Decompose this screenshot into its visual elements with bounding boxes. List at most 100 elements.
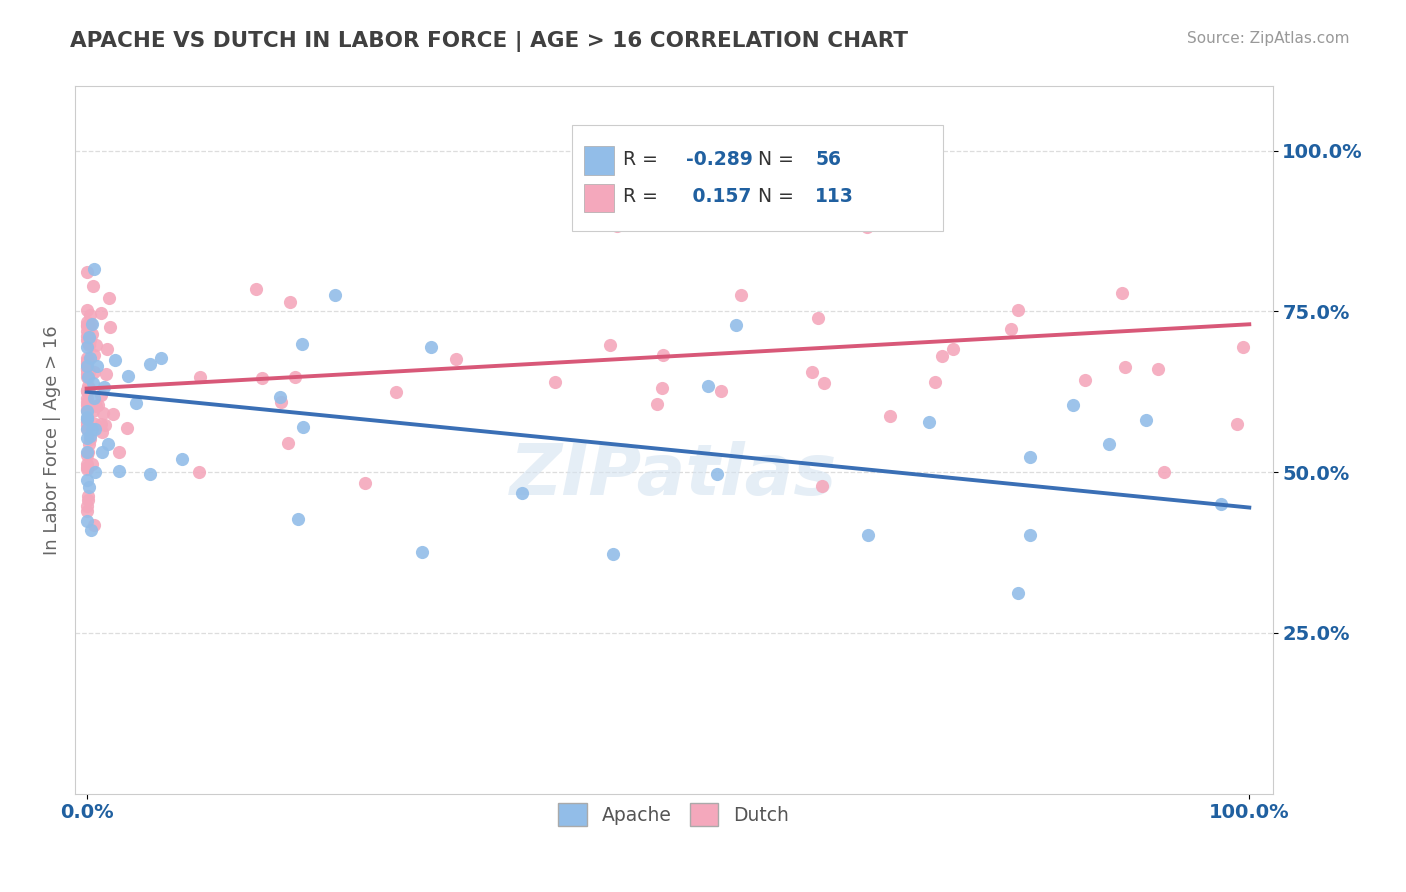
Point xyxy=(1007,303,1029,318)
Point xyxy=(76,448,98,462)
FancyBboxPatch shape xyxy=(583,184,614,212)
Point xyxy=(76,318,98,333)
Point xyxy=(606,219,628,233)
Point xyxy=(83,417,105,432)
Point xyxy=(284,369,307,384)
Point xyxy=(93,380,115,394)
Point xyxy=(76,329,98,343)
Point xyxy=(76,303,98,318)
Point xyxy=(77,437,100,451)
Point xyxy=(82,376,104,391)
Point xyxy=(79,523,101,537)
Point xyxy=(91,444,114,458)
Point xyxy=(278,295,301,310)
Text: N =: N = xyxy=(758,187,800,206)
Point xyxy=(188,465,211,479)
Point xyxy=(1007,586,1029,600)
Point xyxy=(856,528,879,542)
Point xyxy=(76,457,98,471)
Point xyxy=(117,368,139,383)
Point xyxy=(117,420,139,434)
Point xyxy=(76,333,98,347)
Point xyxy=(76,359,98,374)
Point xyxy=(77,336,100,351)
Point xyxy=(652,348,675,362)
Point xyxy=(1000,322,1022,336)
Point xyxy=(98,291,121,305)
Point xyxy=(855,220,877,235)
Point xyxy=(1114,360,1136,375)
Point xyxy=(651,381,673,395)
Point xyxy=(76,422,98,436)
Point xyxy=(108,464,131,478)
Legend: Apache, Dutch: Apache, Dutch xyxy=(551,796,797,834)
Point xyxy=(1226,417,1249,432)
Point xyxy=(79,428,101,442)
Point xyxy=(79,319,101,334)
Point xyxy=(76,402,98,417)
Point xyxy=(1073,373,1095,387)
Point xyxy=(76,403,98,417)
Text: 113: 113 xyxy=(815,187,853,206)
Text: N =: N = xyxy=(758,150,800,169)
Point xyxy=(90,417,112,432)
Point xyxy=(77,381,100,395)
Point xyxy=(76,315,98,329)
Point xyxy=(90,388,112,402)
Point xyxy=(76,412,98,426)
Point xyxy=(924,375,946,389)
Point xyxy=(76,460,98,475)
Point xyxy=(83,348,105,362)
Point xyxy=(76,265,98,279)
Point xyxy=(291,420,314,434)
Text: ZIPatlas: ZIPatlas xyxy=(510,441,838,510)
Point xyxy=(84,422,107,436)
Point xyxy=(942,342,965,356)
Y-axis label: In Labor Force | Age > 16: In Labor Force | Age > 16 xyxy=(44,326,60,555)
Point xyxy=(696,379,718,393)
Point xyxy=(725,318,748,332)
Point xyxy=(98,320,121,334)
Point xyxy=(83,262,105,277)
Text: R =: R = xyxy=(623,187,665,206)
Point xyxy=(411,545,433,559)
Point xyxy=(931,349,953,363)
Point xyxy=(76,363,98,377)
Point xyxy=(599,338,621,352)
Point xyxy=(79,333,101,347)
Point xyxy=(79,351,101,365)
Point xyxy=(79,308,101,322)
Point xyxy=(252,371,274,385)
Point xyxy=(83,517,105,532)
Point xyxy=(82,326,104,341)
Point xyxy=(82,279,104,293)
Point xyxy=(76,415,98,429)
Point xyxy=(108,444,131,458)
Point xyxy=(77,330,100,344)
Point xyxy=(80,458,103,472)
Point xyxy=(76,422,98,436)
Point xyxy=(879,409,901,423)
Point xyxy=(813,376,835,391)
Point xyxy=(1135,413,1157,427)
Point xyxy=(811,479,834,493)
Point xyxy=(1153,466,1175,480)
Text: APACHE VS DUTCH IN LABOR FORCE | AGE > 16 CORRELATION CHART: APACHE VS DUTCH IN LABOR FORCE | AGE > 1… xyxy=(70,31,908,53)
Point xyxy=(1019,450,1042,464)
Point xyxy=(82,403,104,417)
Point xyxy=(77,492,100,507)
Point xyxy=(1098,437,1121,451)
Point xyxy=(510,485,533,500)
Point xyxy=(269,391,291,405)
Point xyxy=(86,359,108,374)
Point xyxy=(172,452,194,467)
Point xyxy=(706,467,728,482)
Point xyxy=(323,288,346,302)
Point xyxy=(76,384,98,399)
Point xyxy=(76,415,98,429)
Point xyxy=(139,467,162,482)
Text: 56: 56 xyxy=(815,150,841,169)
Point xyxy=(76,499,98,513)
Point xyxy=(419,340,441,354)
Point xyxy=(444,352,467,367)
